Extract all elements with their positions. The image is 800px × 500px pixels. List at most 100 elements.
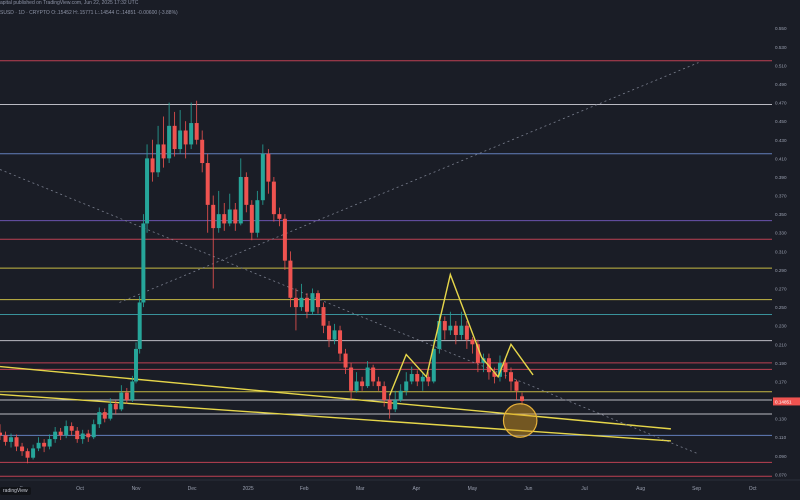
candle-body-40: [211, 204, 216, 229]
price-tick-label-12: 0.310: [775, 249, 787, 254]
candle-body-52: [277, 214, 282, 219]
time-tick-label-8: May: [468, 486, 478, 492]
candle-body-42: [222, 214, 227, 224]
candle-body-86: [464, 325, 469, 340]
candle-body-41: [216, 214, 221, 229]
highlight-circle: [502, 403, 538, 438]
time-tick-label-7: Apr: [412, 486, 420, 492]
price-tick-label-6: 0.430: [775, 138, 787, 143]
price-tick-label-9: 0.370: [775, 194, 787, 199]
pattern-polyline-0: [389, 272, 534, 396]
candle-body-80: [431, 348, 436, 382]
price-tick-label-2: 0.510: [775, 63, 787, 68]
candle-body-60: [321, 307, 326, 326]
price-tick-label-1: 0.530: [775, 45, 787, 50]
time-tick-label-10: Jul: [581, 486, 587, 492]
candle-body-77: [415, 374, 420, 382]
price-tick-label-17: 0.210: [775, 342, 787, 347]
candle-body-8: [42, 442, 47, 447]
candle-body-92: [497, 362, 502, 377]
candle-body-82: [442, 321, 447, 331]
candle-body-29: [150, 158, 155, 173]
candle-body-25: [134, 348, 139, 382]
candle-body-17: [91, 424, 96, 438]
price-tick-label-18: 0.190: [775, 361, 787, 366]
price-tick-label-15: 0.250: [775, 305, 787, 310]
price-tick-label-11: 0.330: [775, 231, 787, 236]
candle-body-26: [137, 302, 142, 349]
candle-body-54: [288, 260, 293, 298]
candle-body-34: [178, 130, 183, 150]
candle-body-88: [475, 344, 480, 363]
candle-body-65: [349, 367, 354, 391]
price-tick-label-0: 0.550: [775, 26, 787, 31]
time-axis-bg: [0, 480, 800, 500]
candle-body-18: [97, 412, 102, 425]
candle-body-59: [315, 293, 320, 308]
candle-body-13: [69, 426, 74, 431]
price-tick-label-19: 0.170: [775, 379, 787, 384]
last-price-label: 0.14851: [775, 399, 792, 404]
candle-body-50: [266, 153, 271, 182]
candle-body-44: [233, 209, 238, 224]
tradingview-watermark: radingView: [0, 487, 31, 495]
candle-body-72: [387, 400, 392, 410]
candle-body-55: [293, 297, 298, 308]
time-tick-label-3: Dec: [188, 486, 197, 492]
candle-body-69: [371, 367, 376, 382]
candle-body-62: [332, 330, 337, 340]
candle-body-4: [20, 446, 25, 452]
time-axis: SepOctNovDec2025FebMarAprMayJunJulAugSep…: [0, 479, 800, 500]
trendlines: [0, 62, 699, 455]
candle-body-64: [343, 353, 348, 368]
price-axis-bg: [772, 0, 800, 500]
candle-body-7: [36, 442, 41, 449]
candle-body-71: [382, 386, 387, 401]
candle-body-79: [426, 376, 431, 382]
price-tick-label-21: 0.130: [775, 417, 787, 422]
candle-body-14: [75, 430, 80, 440]
candle-body-48: [255, 200, 260, 233]
publisher-header: apital published on TradingView.com, Jun…: [0, 0, 139, 6]
candle-body-16: [86, 433, 91, 438]
candle-body-49: [260, 153, 265, 201]
candle-body-31: [161, 144, 166, 159]
price-tick-label-5: 0.450: [775, 119, 787, 124]
candles: [0, 100, 525, 464]
trendline-2: [0, 169, 699, 455]
price-tick-label-8: 0.390: [775, 175, 787, 180]
price-tick-label-14: 0.270: [775, 287, 787, 292]
candle-body-2: [9, 437, 14, 442]
candle-body-28: [145, 158, 150, 224]
candle-body-89: [481, 358, 486, 363]
price-tick-label-22: 0.110: [775, 435, 787, 440]
candle-body-38: [200, 139, 205, 164]
candle-body-85: [459, 325, 464, 335]
price-tick-label-4: 0.470: [775, 101, 787, 106]
candle-body-35: [183, 130, 188, 145]
candle-body-37: [194, 123, 199, 140]
price-tick-label-16: 0.230: [775, 324, 787, 329]
candle-body-36: [189, 123, 194, 145]
candle-body-63: [338, 330, 343, 354]
price-tick-label-10: 0.350: [775, 212, 787, 217]
candle-body-53: [282, 218, 287, 261]
candle-body-91: [492, 372, 497, 377]
price-tick-label-7: 0.410: [775, 156, 787, 161]
candle-body-43: [227, 209, 232, 224]
candle-body-21: [113, 403, 118, 410]
candle-body-30: [156, 144, 161, 173]
trendline-0: [0, 365, 671, 430]
time-tick-label-6: Mar: [356, 486, 365, 492]
candle-body-45: [238, 176, 243, 224]
candle-body-32: [167, 125, 172, 159]
price-tick-label-3: 0.490: [775, 82, 787, 87]
candle-body-10: [53, 431, 58, 440]
candle-body-47: [249, 204, 254, 233]
candle-body-51: [271, 181, 276, 215]
candle-body-20: [108, 403, 113, 419]
candle-body-96: [520, 396, 525, 401]
price-axis: 0.550 0.530 0.510 0.490 0.470 0.450 0.430 0.410…: [772, 0, 800, 500]
